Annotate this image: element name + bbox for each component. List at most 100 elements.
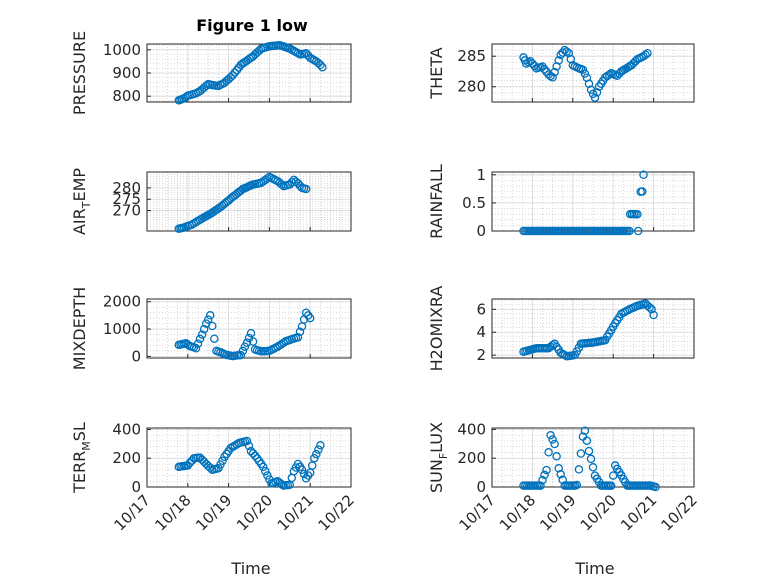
data-point [297, 465, 307, 475]
x-tick-label: 10/19 [536, 491, 579, 534]
data-point [277, 180, 286, 189]
data-point [590, 93, 600, 102]
data-point [248, 449, 258, 458]
y-tick-label: 280 [112, 179, 141, 197]
axes-box [146, 298, 352, 359]
data-point [305, 313, 315, 323]
data-point [638, 187, 647, 196]
x-axis-label-right: Time [574, 559, 614, 578]
data-point [259, 462, 268, 472]
y-tick-label: 2 [476, 346, 486, 364]
y-tick-label: 200 [112, 449, 141, 467]
x-tick-label: 10/17 [111, 491, 154, 534]
data-point [197, 330, 207, 339]
axes-frame [491, 427, 695, 488]
x-tick-label: 10/19 [192, 491, 235, 534]
data-point [540, 470, 549, 480]
y-axis-label-terr_msl: TERRMSL [70, 422, 93, 494]
data-point [299, 469, 309, 479]
axes-box [491, 171, 695, 232]
data-point [536, 481, 545, 490]
y-axis-label-sun_flux: SUNFLUX [427, 422, 450, 493]
data-point [558, 48, 567, 57]
data-point [606, 481, 616, 490]
y-axis-label-h2omixra: H2OMIXRA [427, 286, 446, 372]
subplot-rainfall: 0 0.5 1 RAINFALL [427, 164, 695, 240]
data-point [263, 471, 272, 480]
axes-frame [146, 298, 352, 359]
x-tick-label: 10/18 [151, 491, 194, 534]
axes-frame [491, 298, 695, 359]
data-point [314, 445, 323, 454]
figure-title: Figure 1 low [196, 16, 308, 35]
data-point [643, 48, 652, 58]
y-tick-label: 4 [476, 323, 486, 341]
y-tick-label: 270 [112, 202, 141, 220]
data-point [633, 226, 643, 236]
data-point [295, 327, 305, 336]
data-point [552, 452, 561, 461]
y-tick-label: 285 [457, 47, 486, 65]
data-point [538, 475, 547, 485]
data-point [191, 344, 201, 353]
y-axis-label-theta: THETA [427, 47, 446, 99]
data-point [199, 324, 209, 334]
data-point [238, 346, 248, 356]
data-point [242, 436, 252, 446]
data-point [287, 177, 297, 187]
y-tick-label: 0 [476, 222, 486, 240]
data-point [645, 303, 654, 312]
data-point [218, 456, 227, 465]
data-point [183, 461, 193, 470]
data-point [242, 338, 252, 348]
data-point [548, 73, 557, 82]
data-point [562, 47, 571, 56]
y-tick-label: 6 [476, 300, 486, 318]
data-point [530, 61, 539, 71]
y-tick-label: 800 [112, 87, 141, 105]
y-tick-label: 1 [476, 166, 486, 184]
data-point [580, 426, 590, 436]
data-point [604, 70, 614, 80]
data-point [312, 449, 321, 459]
data-point [250, 451, 260, 461]
data-point [261, 466, 270, 476]
x-tick-label: 10/20 [577, 491, 620, 534]
data-point [647, 305, 656, 314]
data-point [542, 465, 551, 475]
data-point [277, 479, 286, 489]
data-point [608, 471, 618, 480]
data-point [310, 453, 319, 463]
data-point [556, 470, 565, 479]
y-tick-label: 0.5 [462, 194, 486, 212]
data-point [641, 50, 650, 59]
axes-frame [146, 427, 352, 488]
data-point [586, 454, 596, 464]
axes-frame [146, 171, 352, 232]
axes-box [146, 427, 352, 488]
data-point [649, 310, 658, 320]
data-point [193, 339, 203, 348]
y-tick-label: 0 [131, 478, 141, 496]
y-tick-label: 280 [457, 78, 486, 96]
data-point [554, 56, 563, 65]
data-point [580, 69, 590, 78]
data-point [576, 449, 586, 458]
y-tick-label: 275 [112, 190, 141, 208]
y-tick-label: 400 [112, 420, 141, 438]
data-point [548, 340, 557, 350]
data-point [582, 436, 592, 445]
data-point [550, 439, 559, 449]
subplot-theta: 280 285 THETA [427, 43, 695, 103]
data-point [540, 65, 549, 74]
x-tick-label: 10/21 [274, 491, 317, 534]
data-point [246, 328, 256, 338]
y-axis-label-pressure: PRESSURE [70, 31, 89, 115]
data-point [203, 315, 213, 324]
axes-frame [146, 43, 352, 103]
data-point [558, 475, 567, 485]
data-point [316, 60, 325, 70]
data-point [546, 431, 555, 440]
